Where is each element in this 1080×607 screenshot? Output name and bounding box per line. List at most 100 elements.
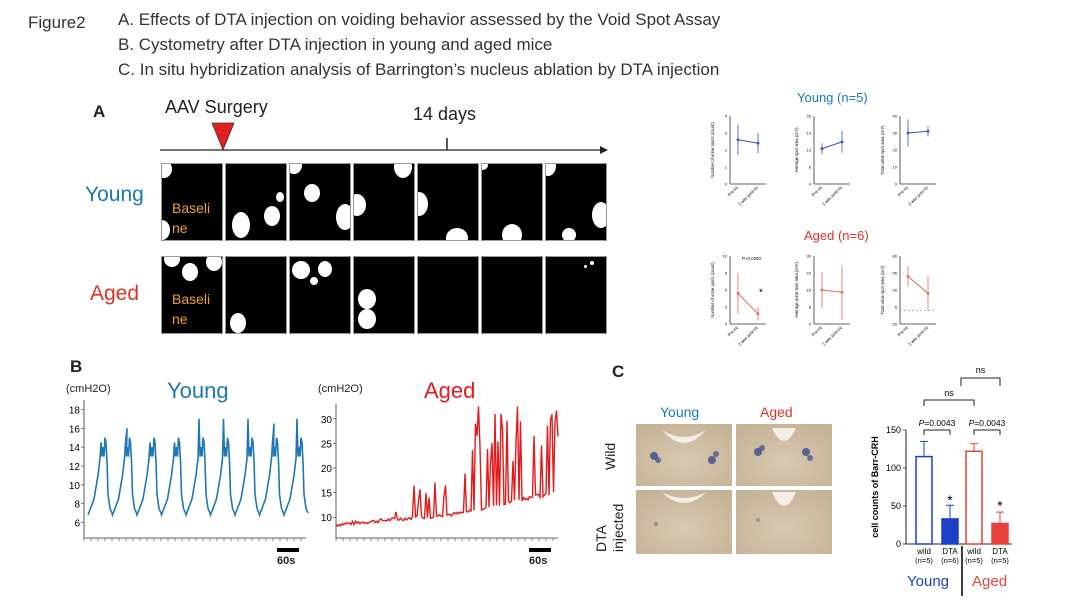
cmg-aged-chart: 10 15 20 25 30 [321,404,559,552]
y-tick-label: 6 [74,519,80,530]
young-group-title: Young (n=5) [797,90,868,105]
mini-series-line [821,289,843,293]
ish-young-dta [636,490,732,554]
young-well-6 [481,163,543,241]
baseline-label: Baseli ne [172,291,211,327]
mini-y-label: Average spot area (cm²) [794,127,799,173]
y-tick-label: 12 [69,462,81,473]
mini-series-line [737,293,759,315]
ish-aged-label: Aged [760,404,793,420]
mini-y-label: Total urine spot area (cm²) [880,265,885,314]
cmg-young-chart: 6 8 10 12 14 16 18 [69,400,309,552]
panel-c-letter: C [612,362,625,381]
mini-y-tick: 30 [893,288,898,293]
bar [965,450,983,545]
y-tick-label: 18 [69,405,81,416]
days-label: 14 days [413,104,477,124]
mini-x-tick: Pre-inj [727,185,739,197]
bar [941,518,959,545]
mini-y-tick: 13 [807,148,812,153]
young-well-5 [417,163,479,241]
caption-c: C. In situ hybridization analysis of Bar… [118,60,720,79]
cmg-aged-title: Aged [424,378,476,403]
mini-y-tick: 55 [893,271,898,276]
bar-category-label: DTA [942,547,958,556]
timeline-arrow [160,122,608,154]
mini-y-tick: 3 [725,131,728,136]
aged-well-4 [353,256,415,334]
mini-y-tick: 23 [807,271,812,276]
y-tick-label: 16 [69,424,81,435]
bar-y-tick-label: 100 [886,463,901,473]
y-tick-label: 30 [321,415,333,426]
mini-x-tick: 2 wks post-inj [737,185,759,207]
mini-y-tick: 2 [725,148,728,153]
mini-y-tick: 0 [725,322,728,327]
mini-y-tick: 10 [723,254,728,259]
cmg-young-trace [87,418,309,518]
caption-a: A. Effects of DTA injection on voiding b… [118,10,721,29]
mini-point [736,292,740,295]
ish-aged-wild [736,424,832,486]
mini-y-tick: 8 [725,271,728,276]
mini-point [840,140,844,144]
y-tick-label: 15 [321,489,333,500]
mini-y-tick: 10 [893,165,898,170]
aged-dta-star: * [997,498,1003,514]
cmg-young-title: Young [167,378,229,403]
mini-y-tick: 19 [807,131,812,136]
aged-row-label: Aged [90,282,140,305]
mini-point [840,290,844,294]
y-tick-label: 14 [69,443,81,454]
mini-y-label: Average urine spot area (cm²) [794,262,799,318]
mini-y-tick: 0 [725,182,728,187]
mini-y-tick: 0 [809,322,812,327]
mini-y-tick: 80 [893,254,898,259]
ish-young-wild [636,424,732,486]
young-group-label: Young [907,573,949,590]
surgery-marker-icon [211,122,235,152]
ish-dta-label: DTA injected [593,503,626,552]
bar-category-label: wild [966,547,981,556]
mini-x-tick: 2 wks post-inj [907,325,929,347]
mini-y-tick: 15 [807,288,812,293]
young-well-baseline: Baseli ne [161,163,223,241]
mini-y-tick: 4 [725,114,728,119]
bar [991,522,1009,545]
mini-y-label: Number of urine spots (count) [710,262,715,318]
cmg-aged-trace [335,406,559,527]
bar-category-n: (n=5) [965,556,983,565]
young-row-label: Young [85,183,144,206]
mini-series-line [737,139,759,144]
mini-point [820,147,824,151]
mini-x-tick: Pre-inj [897,185,909,197]
mini-y-tick: 1 [725,165,728,170]
mini-point [820,288,824,292]
mini-point [756,141,760,145]
bar-category-n: (n=6) [941,556,959,565]
ns-bracket-2 [960,377,1001,386]
mini-point [756,312,760,316]
aged-group-title: Aged (n=6) [804,228,869,243]
y-tick-label: 25 [321,439,333,450]
ns-label-2: ns [976,365,986,375]
y-tick-label: 10 [321,513,333,524]
aged-well-6 [481,256,543,334]
mini-y-tick: 0 [895,182,898,187]
young-scale-bar [277,548,299,552]
mini-y-tick: 20 [893,148,898,153]
aged-unit-label: (cmH2O) [318,383,363,395]
y-tick-label: 10 [69,481,81,492]
mini-point [906,275,910,278]
mini-y-tick: 6 [809,165,812,170]
bar-y-tick-label: 0 [896,539,901,549]
surgery-label: AAV Surgery [165,97,268,117]
young-p-bracket [923,429,951,435]
mini-y-tick: 3 [725,305,728,310]
